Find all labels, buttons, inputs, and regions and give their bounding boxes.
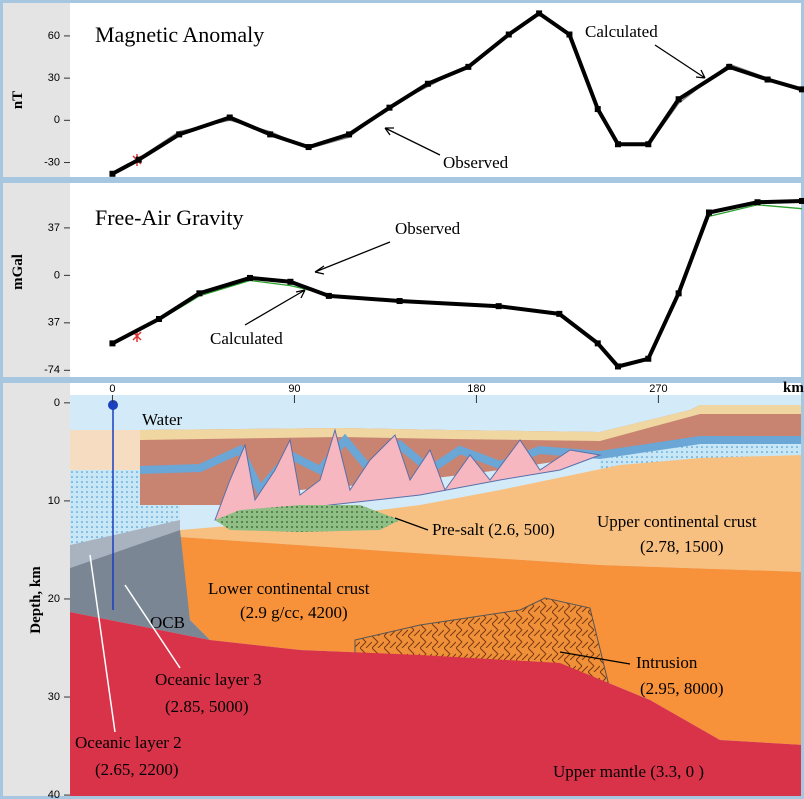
layer-label: OCB (150, 613, 185, 632)
layer-label: (2.78, 1500) (640, 537, 724, 556)
data-point (645, 356, 651, 362)
data-point (506, 32, 512, 38)
y-tick-label: 30 (48, 72, 60, 84)
layer-label: Upper mantle (3.3, 0 ) (553, 762, 704, 781)
data-point (465, 64, 471, 70)
layer-label: Oceanic layer 2 (75, 733, 182, 752)
data-point (706, 210, 712, 216)
data-point (566, 32, 572, 38)
panel-title: Free-Air Gravity (95, 205, 243, 230)
layer-label: Water (142, 410, 182, 429)
y-tick-label: 20 (48, 593, 60, 605)
data-point (346, 131, 352, 137)
axis-title: km (783, 380, 804, 396)
data-point (799, 86, 804, 92)
data-point (496, 303, 502, 309)
layer-label: Oceanic layer 3 (155, 670, 262, 689)
layer-label: Pre-salt (2.6, 500) (432, 520, 555, 539)
panel-title: Magnetic Anomaly (95, 22, 264, 47)
annotation: Calculated (585, 22, 658, 41)
data-point (156, 316, 162, 322)
data-point (615, 363, 621, 369)
y-tick-label: -30 (44, 156, 60, 168)
data-point (799, 198, 804, 204)
y-tick-label: 0 (54, 269, 60, 281)
data-point (176, 131, 182, 137)
layer-label: (2.85, 5000) (165, 697, 249, 716)
x-tick-label: 90 (288, 383, 300, 395)
axis-title: mGal (10, 254, 26, 290)
y-tick-label: 10 (48, 495, 60, 507)
data-point (726, 64, 732, 70)
data-point (267, 131, 273, 137)
well-head (108, 400, 118, 410)
data-point (397, 298, 403, 304)
y-tick-label: -74 (44, 364, 60, 376)
annotation: Observed (395, 219, 461, 238)
figure: Magnetic Anomaly Calculated Observed nT … (0, 0, 804, 799)
annotation: Observed (443, 153, 509, 172)
data-point (287, 279, 293, 285)
layer-label: Lower continental crust (208, 579, 370, 598)
data-point (536, 10, 542, 16)
y-tick-label: 30 (48, 691, 60, 703)
data-point (676, 290, 682, 296)
data-point (676, 96, 682, 102)
y-tick-label: 37 (48, 222, 60, 234)
axis-title: nT (10, 91, 26, 109)
x-tick-label: 270 (649, 383, 667, 395)
data-point (425, 81, 431, 87)
layer-label: Upper continental crust (597, 512, 757, 531)
x-tick-label: 0 (109, 383, 115, 395)
data-point (754, 199, 760, 205)
data-point (595, 106, 601, 112)
y-tick-label: 60 (48, 30, 60, 42)
data-point (109, 340, 115, 346)
data-point (326, 293, 332, 299)
data-point (306, 144, 312, 150)
data-point (595, 340, 601, 346)
layer-label: (2.9 g/cc, 4200) (240, 603, 348, 622)
data-point (109, 171, 115, 177)
data-point (615, 141, 621, 147)
data-point (227, 115, 233, 121)
y-tick-label: 0 (54, 397, 60, 409)
y-tick-label: 37 (48, 317, 60, 329)
data-point (247, 275, 253, 281)
layer-label: (2.95, 8000) (640, 679, 724, 698)
data-point (386, 105, 392, 111)
y-tick-label: 0 (54, 114, 60, 126)
data-point (645, 141, 651, 147)
data-point (136, 157, 142, 163)
data-point (556, 311, 562, 317)
layer-label: Intrusion (636, 653, 698, 672)
y-tick-label: 40 (48, 789, 60, 799)
annotation: Calculated (210, 329, 283, 348)
data-point (196, 290, 202, 296)
axis-title: Depth, km (28, 566, 44, 634)
data-point (765, 77, 771, 83)
x-tick-label: 180 (467, 383, 485, 395)
layer-label: (2.65, 2200) (95, 760, 179, 779)
